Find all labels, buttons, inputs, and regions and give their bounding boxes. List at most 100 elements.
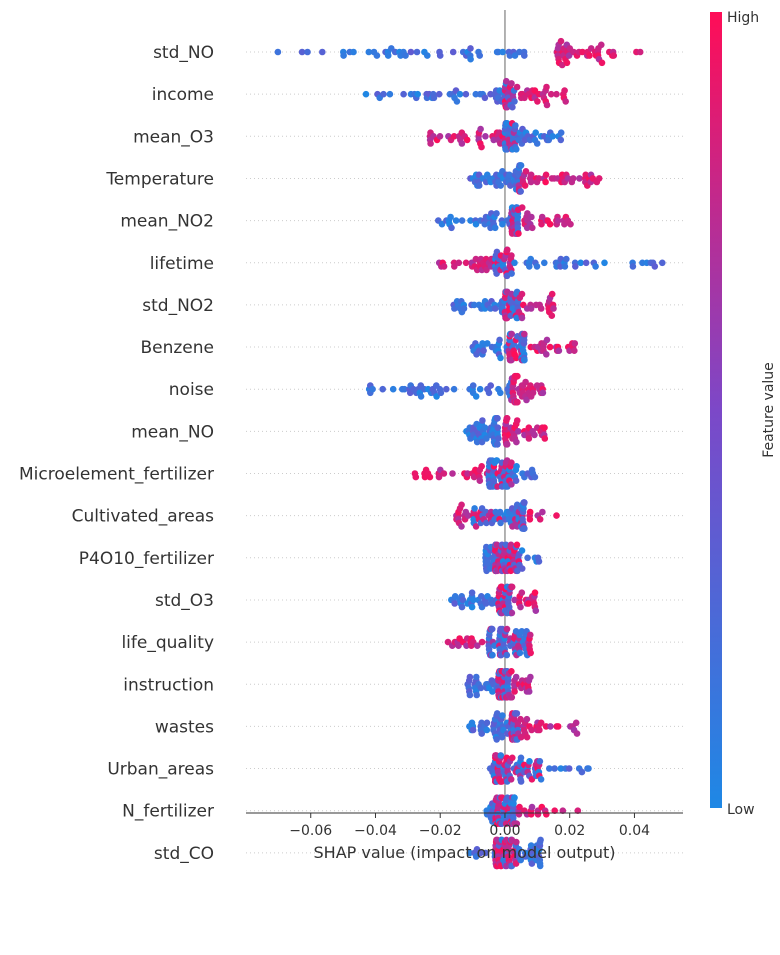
shap-point: [525, 688, 533, 695]
shap-point: [514, 372, 521, 380]
shap-point: [493, 710, 501, 717]
shap-point: [483, 726, 491, 734]
shap-point: [365, 48, 373, 56]
shap-point: [400, 90, 407, 98]
shap-point: [379, 385, 387, 393]
shap-point: [426, 473, 434, 481]
shap-point: [499, 712, 506, 719]
shap-point: [485, 389, 493, 397]
shap-point: [517, 603, 524, 611]
shap-point: [536, 726, 543, 734]
x-tick-label: −0.04: [354, 823, 397, 839]
shap-point: [496, 508, 504, 516]
shap-point: [468, 589, 476, 596]
shap-point: [592, 263, 599, 270]
shap-point: [586, 52, 593, 59]
x-tick-label: −0.06: [289, 823, 332, 839]
shap-point: [386, 90, 394, 98]
shap-point: [531, 431, 538, 439]
shap-point: [521, 525, 528, 532]
shap-point: [401, 385, 408, 393]
shap-point: [513, 541, 521, 549]
shap-point: [463, 136, 471, 144]
shap-point: [447, 213, 454, 221]
feature-label: instruction: [123, 675, 214, 695]
shap-point: [517, 754, 525, 762]
shap-point: [547, 723, 554, 730]
shap-point: [576, 175, 583, 182]
shap-point: [517, 856, 524, 864]
shap-point: [511, 259, 518, 267]
shap-point: [546, 343, 554, 351]
shap-point: [537, 836, 544, 844]
shap-point: [567, 220, 574, 228]
shap-point: [513, 146, 520, 153]
shap-point: [437, 389, 445, 397]
shap-point: [582, 259, 590, 267]
shap-point: [528, 726, 535, 734]
colorbar-low-label: Low: [727, 802, 755, 818]
shap-point: [508, 80, 515, 87]
shap-point: [557, 765, 565, 772]
feature-label: Cultivated_areas: [72, 507, 215, 527]
shap-point: [517, 162, 525, 169]
shap-point: [513, 820, 521, 827]
shap-point: [513, 417, 521, 424]
shap-point: [557, 129, 565, 136]
shap-point: [460, 305, 468, 312]
shap-point: [534, 811, 542, 818]
shap-point: [407, 48, 415, 56]
shap-point: [453, 98, 461, 105]
shap-point: [516, 48, 523, 56]
shap-point: [515, 846, 523, 853]
feature-label: wastes: [155, 717, 214, 737]
shap-point: [538, 220, 545, 228]
shap-point: [513, 463, 520, 470]
shap-point: [521, 52, 528, 59]
shap-point: [480, 347, 487, 355]
shap-point: [517, 188, 524, 195]
shap-point: [563, 255, 570, 263]
feature-rows: [246, 51, 683, 854]
shap-point: [477, 684, 485, 692]
shap-point: [499, 220, 506, 228]
shap-point: [478, 438, 486, 446]
shap-point: [488, 625, 496, 633]
shap-point: [561, 263, 569, 270]
shap-point: [483, 719, 491, 727]
shap-point: [384, 52, 392, 59]
shap-point: [531, 589, 539, 596]
shap-point: [546, 220, 554, 228]
shap-point: [473, 691, 481, 699]
x-tick-label: 0.00: [489, 823, 520, 839]
shap-point: [473, 673, 480, 681]
shap-point: [511, 688, 518, 695]
shap-point: [350, 48, 357, 56]
shap-point: [464, 512, 472, 519]
shap-point: [565, 52, 573, 59]
shap-point: [389, 385, 397, 393]
shap-point: [477, 125, 484, 133]
shap-point: [527, 305, 535, 312]
shap-point: [478, 143, 485, 151]
shap-point: [577, 259, 584, 267]
shap-point: [482, 849, 489, 857]
shap-point: [458, 217, 466, 224]
shap-point: [455, 642, 462, 649]
shap-point: [533, 140, 541, 147]
shap-point: [526, 263, 533, 270]
shap-point: [436, 52, 444, 59]
shap-point: [503, 651, 511, 659]
shap-point: [511, 596, 518, 604]
shap-point: [573, 730, 581, 737]
shap-point: [489, 651, 496, 659]
shap-point: [554, 217, 562, 224]
shap-point: [462, 90, 470, 98]
shap-point: [435, 473, 443, 481]
shap-point: [497, 354, 504, 362]
shap-point: [542, 171, 550, 179]
feature-label: std_NO2: [142, 296, 214, 316]
shap-point: [440, 263, 448, 270]
shap-point: [537, 305, 545, 312]
shap-point: [496, 336, 503, 344]
